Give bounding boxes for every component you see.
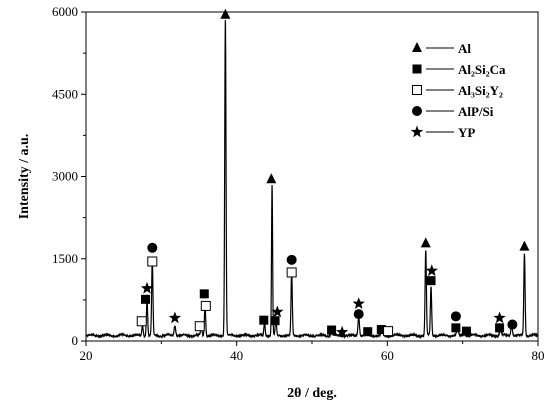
filled-square-marker	[270, 316, 280, 326]
filled-square-marker	[259, 315, 269, 325]
star-marker	[335, 325, 349, 338]
legend-label: Al	[458, 41, 471, 56]
x-tick-label: 60	[381, 348, 394, 363]
x-axis-title: 2θ / deg.	[287, 386, 337, 401]
triangle-marker	[412, 42, 422, 52]
filled-square-marker	[412, 64, 422, 74]
open-square-marker	[136, 316, 147, 327]
circle-marker	[286, 254, 297, 265]
peak-markers	[136, 8, 530, 338]
filled-square-marker	[363, 327, 373, 337]
filled-square-marker	[141, 294, 151, 304]
triangle-marker	[519, 240, 530, 251]
open-square-marker	[200, 300, 211, 311]
legend: Al Al₂Si₂Ca Al₃Si₂Y₂ AlP/Si YP	[410, 41, 506, 140]
star-marker	[352, 297, 365, 309]
circle-marker	[353, 309, 364, 320]
star-marker	[425, 264, 438, 277]
legend-label: Al₂Si₂Ca	[458, 62, 506, 77]
y-tick-label: 0	[72, 333, 79, 348]
y-axis-title: Intensity / a.u.	[17, 134, 32, 220]
legend-label: YP	[458, 125, 475, 140]
legend-label: Al₃Si₂Y₂	[458, 83, 503, 98]
y-tick-label: 6000	[52, 4, 78, 19]
filled-square-marker	[327, 325, 337, 335]
plot-area	[85, 20, 539, 340]
filled-square-marker	[495, 323, 505, 333]
legend-label: AlP/Si	[458, 104, 494, 119]
circle-marker	[507, 319, 518, 330]
filled-square-marker	[199, 289, 209, 299]
triangle-marker	[220, 8, 231, 19]
x-tick-label: 40	[230, 348, 243, 363]
circle-marker	[450, 311, 461, 322]
open-square-marker	[147, 256, 158, 267]
circle-marker	[412, 106, 422, 116]
open-square-marker	[286, 267, 297, 278]
star-marker	[140, 281, 154, 294]
y-tick-label: 4500	[52, 86, 78, 101]
triangle-marker	[266, 173, 277, 184]
y-tick-label: 3000	[52, 169, 78, 184]
circle-marker	[147, 242, 158, 253]
x-tick-label: 20	[80, 348, 93, 363]
open-square-marker	[412, 85, 422, 95]
triangle-marker	[420, 237, 431, 248]
star-marker	[493, 311, 506, 324]
filled-square-marker	[461, 326, 471, 336]
xrd-pattern-line	[85, 20, 539, 340]
star-marker	[168, 311, 182, 324]
filled-square-marker	[426, 276, 436, 286]
star-marker	[410, 125, 424, 138]
open-square-marker	[383, 326, 394, 337]
axes: 20 40 60 80 0 1500 3000 4500 6000	[52, 4, 545, 363]
star-marker	[271, 305, 284, 318]
filled-square-marker	[451, 323, 461, 333]
filled-square-marker	[376, 324, 386, 334]
x-tick-label: 80	[532, 348, 545, 363]
open-square-marker	[194, 321, 205, 332]
y-tick-label: 1500	[52, 251, 78, 266]
